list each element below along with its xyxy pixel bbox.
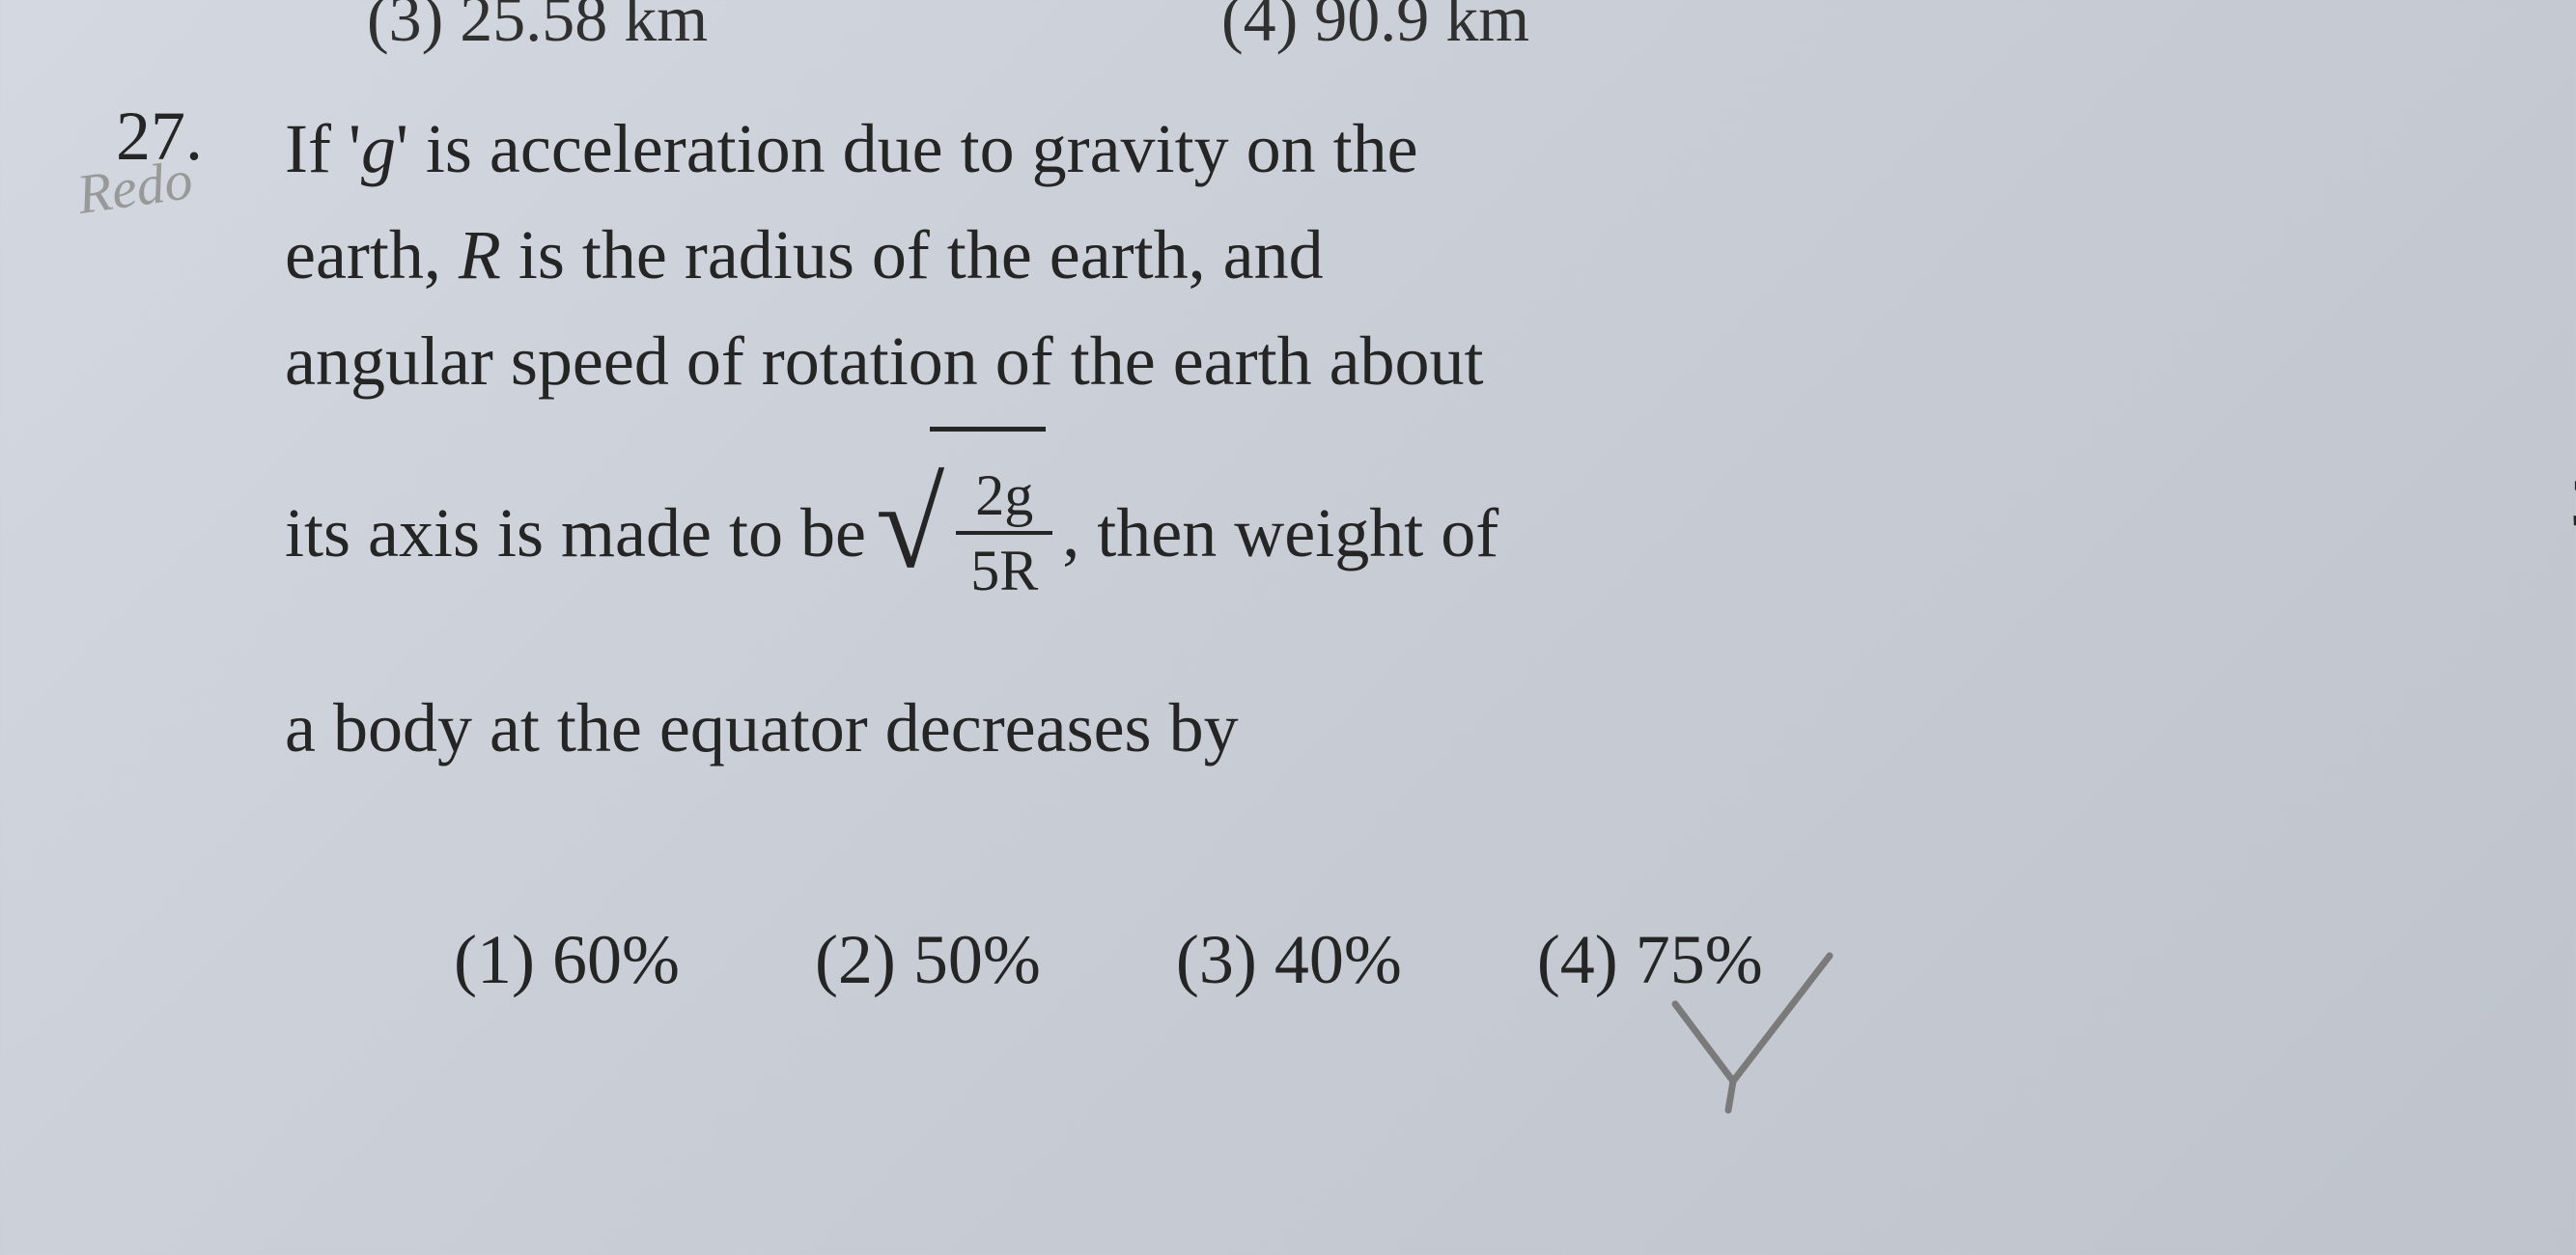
text-line-5: a body at the equator decreases by [285, 676, 1239, 780]
text-line-3: angular speed of rotation of the earth a… [285, 309, 1484, 413]
fraction-denominator: 5R [961, 539, 1048, 602]
text-line-2: earth, R is the radius of the earth, and [285, 203, 1324, 307]
prev-option-4: (4) 90.9 km [1221, 0, 1529, 57]
sqrt-icon: √ [876, 482, 944, 570]
text-line-4: its axis is made to be √ 2g 5R , then we… [285, 463, 1498, 602]
text-fragment: , then weight of [1062, 481, 1498, 585]
fraction-numerator: 2g [966, 463, 1043, 527]
variable-g: g [361, 110, 396, 187]
handwritten-annotation: Redo [73, 147, 196, 227]
fraction: 2g 5R [956, 463, 1052, 602]
variable-r: R [459, 216, 501, 293]
text-line-1: If 'g' is acceleration due to gravity on… [285, 97, 1418, 201]
page-container: (3) 25.58 km (4) 90.9 km 27. Redo If 'g'… [0, 0, 2576, 1255]
text-fragment: If ' [285, 110, 361, 187]
options-row: (1) 60% (2) 50% (3) 40% (4) 75% [454, 907, 1763, 1012]
option-4: (4) 75% [1537, 907, 1763, 1012]
fraction-bar [956, 531, 1052, 535]
option-3: (3) 40% [1176, 907, 1402, 1012]
sqrt-vinculum [930, 427, 1046, 432]
side-page-number: 3 [2570, 463, 2576, 544]
option-2: (2) 50% [815, 907, 1041, 1012]
text-fragment: earth, [285, 216, 459, 293]
text-fragment: its axis is made to be [285, 481, 866, 585]
text-fragment: is the radius of the earth, and [501, 216, 1324, 293]
prev-option-3: (3) 25.58 km [367, 0, 708, 57]
sqrt-expression: √ 2g 5R [876, 463, 1052, 602]
option-1: (1) 60% [454, 907, 680, 1012]
text-fragment: ' is acceleration due to gravity on the [396, 110, 1418, 187]
